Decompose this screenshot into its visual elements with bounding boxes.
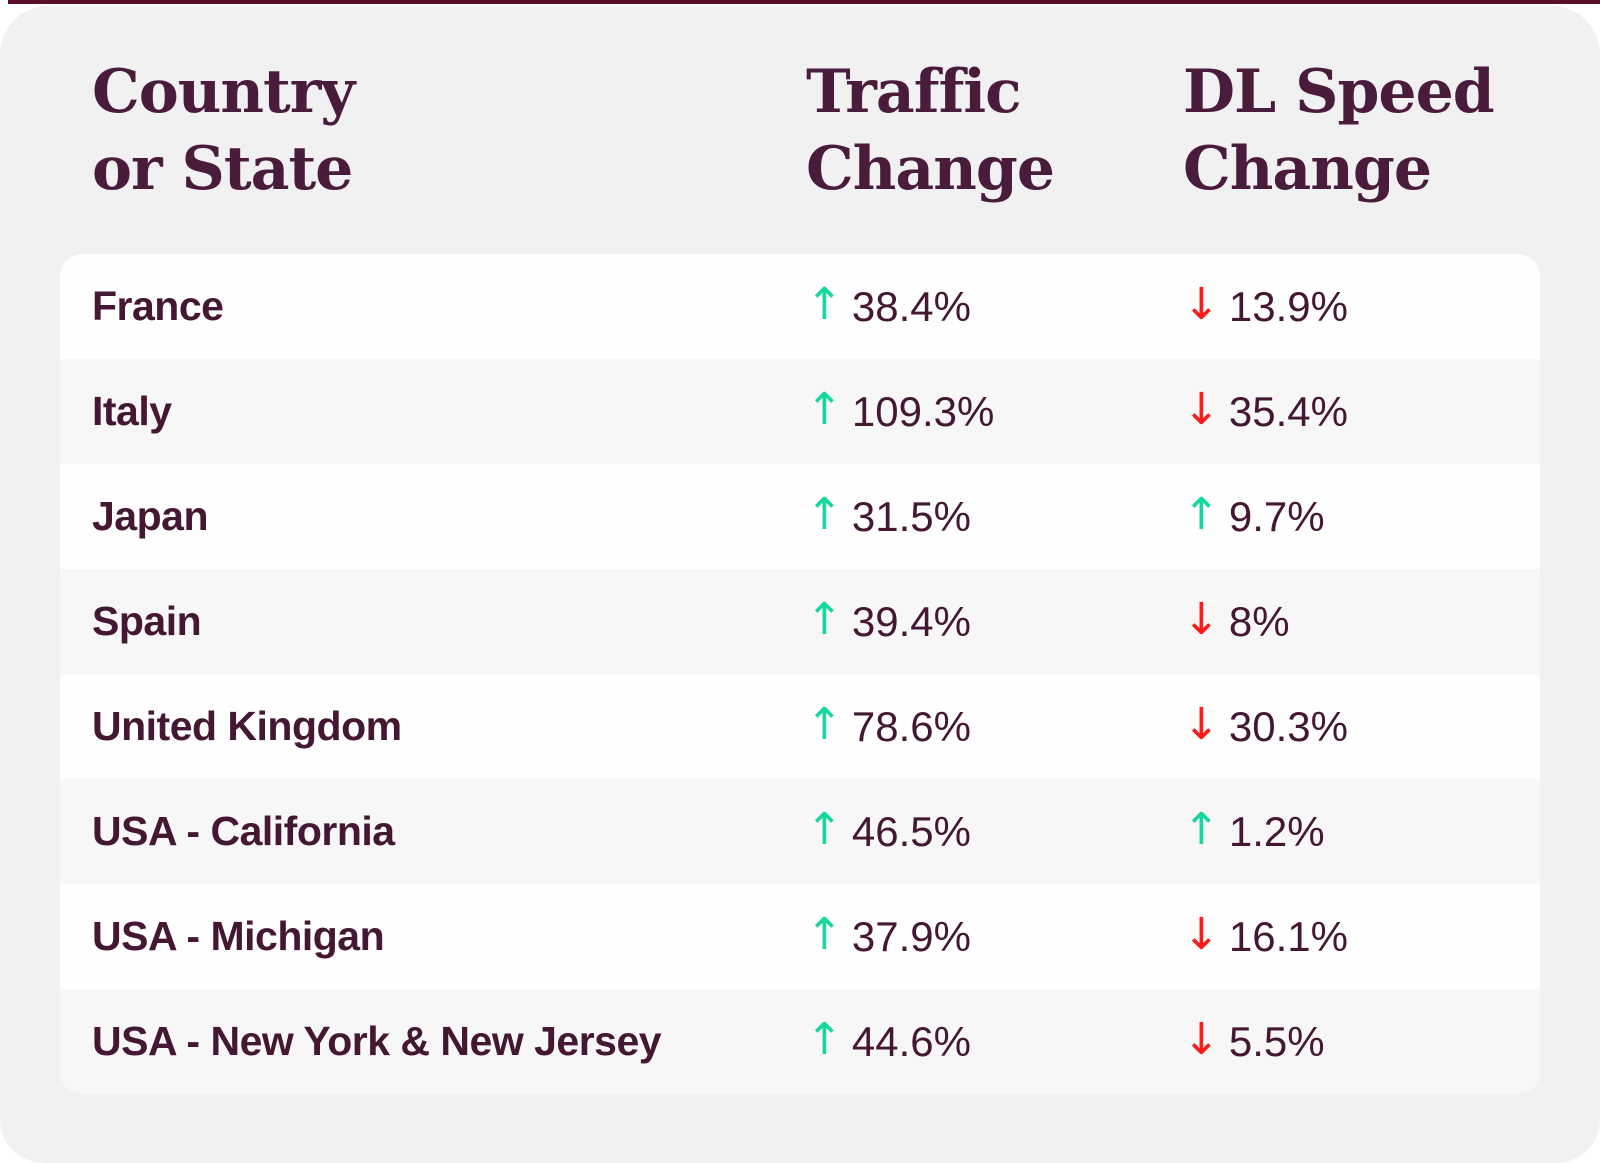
trend-down-icon: ↓ xyxy=(1183,383,1220,435)
table-row-spain: Spain ↑ 39.4% ↓ 8% xyxy=(60,569,1540,674)
dl-speed-change-cell: ↓ 30.3% xyxy=(1183,698,1540,751)
table-row-japan: Japan ↑ 31.5% ↑ 9.7% xyxy=(60,464,1540,569)
trend-down-icon: ↓ xyxy=(1183,1013,1220,1065)
trend-up-icon: ↑ xyxy=(806,488,843,540)
country-name: United Kingdom xyxy=(92,703,402,749)
dl-speed-change-cell: ↑ 9.7% xyxy=(1183,488,1540,541)
dl-speed-change-cell: ↓ 35.4% xyxy=(1183,383,1540,436)
table-row-united-kingdom: United Kingdom ↑ 78.6% ↓ 30.3% xyxy=(60,674,1540,779)
column-header-dl-speed-change: DL Speed Change xyxy=(1183,54,1540,208)
traffic-change-value: 31.5% xyxy=(851,492,971,540)
dl-speed-change-value: 13.9% xyxy=(1228,282,1348,330)
trend-down-icon: ↓ xyxy=(1183,908,1220,960)
traffic-change-cell: ↑ 37.9% xyxy=(806,908,1183,961)
trend-up-icon: ↑ xyxy=(806,278,843,330)
traffic-change-value: 37.9% xyxy=(851,912,971,960)
trend-up-icon: ↑ xyxy=(806,803,843,855)
column-header-traffic-line1: Traffic xyxy=(806,57,1022,127)
dl-speed-change-cell: ↓ 5.5% xyxy=(1183,1013,1540,1066)
traffic-change-cell: ↑ 38.4% xyxy=(806,278,1183,331)
table-row-italy: Italy ↑ 109.3% ↓ 35.4% xyxy=(60,359,1540,464)
dl-speed-change-value: 30.3% xyxy=(1228,702,1348,750)
dl-speed-change-cell: ↓ 8% xyxy=(1183,593,1540,646)
dl-speed-change-value: 35.4% xyxy=(1228,387,1348,435)
trend-down-icon: ↓ xyxy=(1183,278,1220,330)
trend-up-icon: ↑ xyxy=(806,698,843,750)
traffic-change-value: 78.6% xyxy=(851,702,971,750)
table-row-usa-california: USA - California ↑ 46.5% ↑ 1.2% xyxy=(60,779,1540,884)
country-name: Italy xyxy=(92,388,172,434)
trend-up-icon: ↑ xyxy=(1183,488,1220,540)
table-row-usa-new-york-new-jersey: USA - New York & New Jersey ↑ 44.6% ↓ 5.… xyxy=(60,989,1540,1094)
trend-down-icon: ↓ xyxy=(1183,593,1220,645)
table-row-france: France ↑ 38.4% ↓ 13.9% xyxy=(60,254,1540,359)
country-name: USA - Michigan xyxy=(92,913,385,959)
traffic-change-cell: ↑ 46.5% xyxy=(806,803,1183,856)
country-name: Spain xyxy=(92,598,202,644)
dl-speed-change-cell: ↑ 1.2% xyxy=(1183,803,1540,856)
traffic-change-cell: ↑ 78.6% xyxy=(806,698,1183,751)
table-row-usa-michigan: USA - Michigan ↑ 37.9% ↓ 16.1% xyxy=(60,884,1540,989)
traffic-change-value: 44.6% xyxy=(851,1017,971,1065)
traffic-change-value: 109.3% xyxy=(851,387,995,435)
traffic-change-value: 39.4% xyxy=(851,597,971,645)
column-header-country-line1: Country xyxy=(92,57,355,127)
dl-speed-change-value: 5.5% xyxy=(1228,1017,1325,1065)
traffic-change-cell: ↑ 31.5% xyxy=(806,488,1183,541)
trend-down-icon: ↓ xyxy=(1183,698,1220,750)
country-name: USA - California xyxy=(92,808,395,854)
column-header-dl-line1: DL Speed xyxy=(1183,57,1495,127)
table-header: Country or State Traffic Change DL Speed… xyxy=(60,6,1540,208)
country-name: Japan xyxy=(92,493,209,539)
trend-up-icon: ↑ xyxy=(806,908,843,960)
table-card: Country or State Traffic Change DL Speed… xyxy=(0,6,1600,1163)
column-header-traffic-change: Traffic Change xyxy=(806,54,1183,208)
column-header-dl-line2: Change xyxy=(1183,134,1432,204)
traffic-change-value: 46.5% xyxy=(851,807,971,855)
dl-speed-change-value: 8% xyxy=(1228,597,1290,645)
trend-up-icon: ↑ xyxy=(1183,803,1220,855)
traffic-change-cell: ↑ 109.3% xyxy=(806,383,1183,436)
country-name: France xyxy=(92,283,224,329)
dl-speed-change-cell: ↓ 13.9% xyxy=(1183,278,1540,331)
trend-up-icon: ↑ xyxy=(806,1013,843,1065)
traffic-change-cell: ↑ 44.6% xyxy=(806,1013,1183,1066)
trend-up-icon: ↑ xyxy=(806,383,843,435)
column-header-traffic-line2: Change xyxy=(806,134,1055,204)
column-header-country: Country or State xyxy=(60,54,806,208)
traffic-change-value: 38.4% xyxy=(851,282,971,330)
dl-speed-change-value: 9.7% xyxy=(1228,492,1325,540)
dl-speed-change-value: 16.1% xyxy=(1228,912,1348,960)
trend-up-icon: ↑ xyxy=(806,593,843,645)
column-header-country-line2: or State xyxy=(92,134,353,204)
dl-speed-change-value: 1.2% xyxy=(1228,807,1325,855)
dl-speed-change-cell: ↓ 16.1% xyxy=(1183,908,1540,961)
traffic-change-cell: ↑ 39.4% xyxy=(806,593,1183,646)
data-table: France ↑ 38.4% ↓ 13.9% Italy ↑ 109.3% ↓ … xyxy=(60,254,1540,1094)
country-name: USA - New York & New Jersey xyxy=(92,1018,662,1064)
top-edge-strip xyxy=(8,0,1600,4)
